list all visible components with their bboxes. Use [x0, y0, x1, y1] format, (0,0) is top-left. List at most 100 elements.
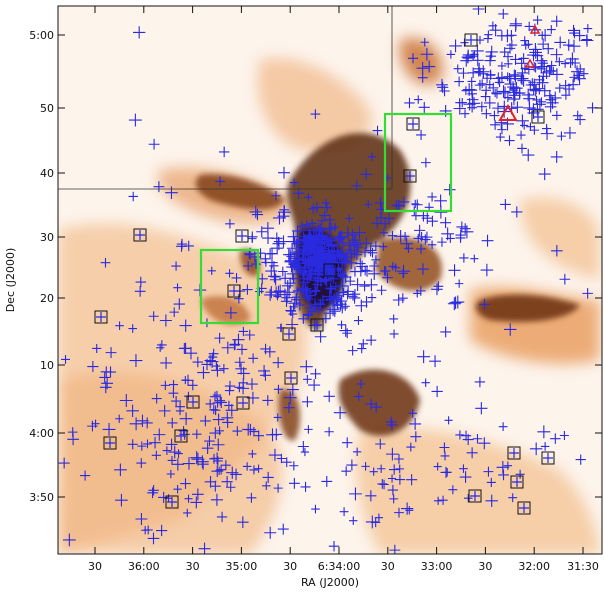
star-marker — [353, 316, 363, 326]
star-marker — [516, 73, 527, 84]
star-marker — [476, 65, 490, 79]
star-marker — [281, 457, 292, 468]
star-marker — [271, 191, 281, 201]
star-marker — [249, 426, 259, 437]
star-marker — [461, 86, 471, 96]
star-marker — [516, 130, 526, 140]
x-ticks: 30 36:00 30 35:00 30 6:34:00 30 33:00 30 32:00 31:… — [88, 6, 599, 573]
star-marker — [497, 61, 507, 71]
star-marker — [92, 343, 102, 354]
star-marker — [389, 494, 399, 504]
star-marker — [304, 311, 313, 320]
triangle-marker — [498, 103, 518, 121]
star-marker — [264, 346, 276, 358]
star-marker — [129, 417, 143, 431]
star-marker — [455, 279, 464, 288]
star-marker — [460, 38, 469, 47]
star-marker — [341, 466, 352, 477]
star-marker — [348, 291, 358, 301]
boxed-source-star — [284, 329, 294, 339]
star-marker — [458, 67, 469, 79]
star-marker — [249, 205, 262, 219]
star-marker — [303, 375, 312, 384]
boxed-source — [406, 117, 420, 131]
star-marker — [356, 379, 366, 389]
star-marker — [286, 267, 299, 280]
star-marker — [431, 385, 443, 398]
star-marker — [483, 97, 496, 109]
star-marker — [151, 393, 162, 404]
boxed-source — [284, 371, 298, 385]
star-marker — [487, 82, 499, 94]
star-marker — [87, 420, 98, 432]
y-ticks: 5:00 50 40 30 20 10 4:00 3:50 — [29, 29, 602, 504]
star-marker — [300, 447, 310, 457]
region-box-east — [199, 248, 260, 325]
star-marker — [173, 298, 185, 310]
star-marker — [367, 152, 377, 162]
boxed-source-star — [188, 397, 198, 407]
star-marker — [272, 285, 285, 299]
star-marker — [141, 526, 150, 535]
star-marker — [494, 77, 505, 88]
star-marker — [417, 263, 429, 275]
star-marker — [225, 219, 235, 229]
star-marker — [376, 464, 386, 473]
star-marker — [148, 311, 159, 322]
y-tick-label: 5:00 — [29, 29, 54, 42]
star-marker — [395, 464, 405, 474]
star-marker — [486, 477, 496, 487]
star-marker — [515, 114, 529, 128]
star-marker — [470, 44, 484, 58]
boxed-source — [103, 436, 117, 450]
star-marker — [294, 299, 306, 311]
star-marker — [420, 157, 431, 168]
star-marker — [506, 39, 518, 51]
star-marker — [360, 237, 373, 250]
star-marker — [388, 261, 398, 271]
y-tick-label: 3:50 — [29, 491, 54, 504]
star-marker — [255, 287, 264, 296]
star-marker — [448, 264, 461, 277]
star-marker — [310, 368, 321, 380]
star-marker — [115, 321, 124, 330]
star-marker — [376, 285, 387, 296]
star-marker — [291, 239, 301, 249]
boxed-source-star — [533, 112, 543, 122]
star-marker — [236, 344, 248, 355]
star-marker — [416, 244, 426, 254]
star-marker — [421, 231, 433, 243]
star-marker — [302, 224, 315, 237]
star-marker — [529, 442, 543, 456]
star-marker — [498, 86, 512, 100]
star-marker — [542, 123, 552, 134]
star-marker — [459, 223, 471, 235]
star-marker — [325, 214, 335, 225]
star-marker — [225, 482, 236, 493]
star-marker — [216, 464, 226, 475]
star-marker — [467, 77, 476, 86]
star-marker — [310, 286, 320, 297]
star-marker — [301, 258, 311, 269]
star-marker — [273, 384, 284, 394]
star-marker — [174, 449, 183, 458]
star-marker — [342, 289, 353, 300]
star-marker — [133, 26, 146, 39]
star-marker — [394, 474, 406, 485]
star-marker — [414, 224, 426, 237]
star-marker — [555, 57, 564, 67]
boxed-sources — [94, 33, 555, 515]
star-marker — [219, 364, 229, 374]
star-marker — [335, 231, 346, 242]
boxed-source-star — [519, 503, 529, 513]
star-marker — [550, 433, 561, 444]
x-axis-title: RA (J2000) — [301, 576, 359, 589]
star-marker — [173, 283, 182, 292]
boxed-source — [531, 110, 545, 124]
star-marker — [375, 438, 386, 450]
star-marker — [331, 281, 341, 292]
star-marker — [297, 440, 309, 453]
boxed-source-star — [238, 398, 248, 408]
star-marker — [316, 298, 325, 308]
star-marker — [498, 469, 509, 481]
